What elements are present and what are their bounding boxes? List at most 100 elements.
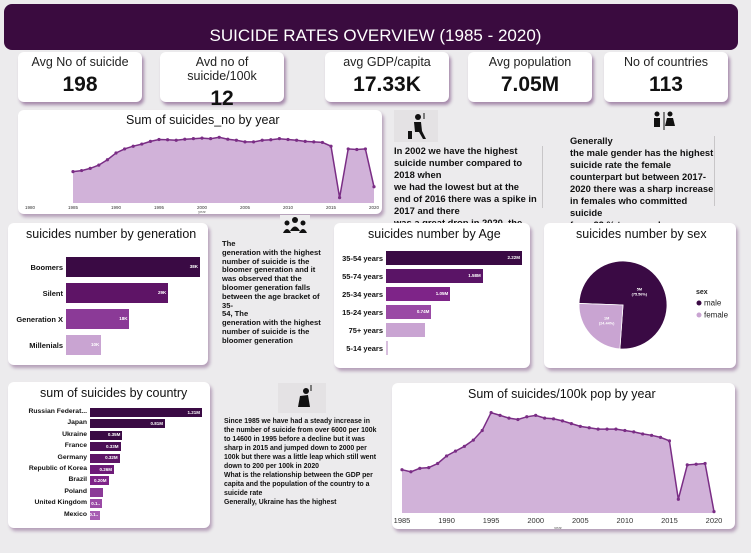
data-point [480, 428, 484, 433]
suicides-by-country-card[interactable]: sum of suicides by country Russian Feder… [8, 382, 210, 528]
category-label: 25-34 years [342, 289, 383, 299]
suicides-100k-by-year-card[interactable]: Sum of suicides/100k pop by year 1985 199… [392, 383, 735, 529]
data-label: 1.05M [435, 291, 449, 296]
data-point [80, 168, 84, 173]
kpi-value: 113 [649, 73, 683, 96]
chart-title: suicides number by generation [26, 227, 197, 241]
data-point [209, 137, 213, 141]
people-group-icon [280, 215, 310, 237]
generation-bar-chart[interactable]: Boomers 38K Silent 29K Generation X 18K Millen… [8, 223, 208, 365]
category-label: Poland [64, 487, 87, 495]
x-tick-label: 2010 [617, 516, 634, 525]
data-point [200, 136, 204, 140]
bar[interactable] [386, 287, 451, 301]
kpi-label: Avg population [488, 55, 572, 69]
bar[interactable] [90, 476, 109, 486]
slice-label: (75.56%) [632, 292, 648, 296]
x-tick-label: 1980 [25, 205, 36, 210]
kpi-label: avg GDP/capita [343, 55, 431, 69]
data-point [525, 415, 529, 419]
category-label: Ukraine [62, 430, 87, 438]
country-bar-chart[interactable]: Russian Federat... 1.21M Japan 0.81M Ukraine… [8, 382, 210, 528]
data-point [97, 163, 101, 167]
category-label: Boomers [30, 262, 63, 272]
data-point [489, 411, 493, 415]
suicides-by-generation-card[interactable]: suicides number by generation Boomers 38K… [8, 223, 208, 365]
data-label: 1.21M [187, 409, 200, 415]
category-label: France [64, 442, 87, 450]
bar[interactable] [90, 465, 115, 474]
data-label: 0.26M [99, 466, 113, 472]
data-point [123, 147, 127, 151]
bar[interactable] [66, 257, 200, 277]
data-point [560, 419, 565, 423]
data-point [226, 137, 230, 141]
bar[interactable] [90, 430, 123, 440]
data-label: 0.20M [93, 477, 107, 483]
suicides-by-sex-card[interactable]: suicides number by sex 5M (75.56%) 1M (24.4… [544, 223, 736, 368]
category-label: Millenials [29, 340, 63, 350]
data-point [543, 416, 547, 420]
bar[interactable] [90, 442, 121, 452]
x-tick-label: 1995 [483, 516, 500, 525]
bar[interactable] [90, 510, 101, 520]
suicides-by-year-card[interactable]: Sum of suicides_no by year 1980 1985 1990 1… [18, 110, 382, 214]
area-fill [73, 137, 374, 203]
data-label: 2.22M [507, 255, 520, 260]
bar[interactable] [386, 251, 522, 265]
suicides-100k-by-year-chart[interactable]: 1985 1990 1995 2000 2005 2010 2015 2020 year [392, 383, 735, 529]
kpi-value: 198 [62, 73, 98, 96]
kpi-value: 12 [210, 87, 234, 110]
data-point [105, 158, 109, 162]
x-tick-label: 1990 [438, 516, 455, 525]
data-point [286, 137, 290, 142]
bar[interactable] [90, 419, 165, 429]
x-tick-label: 2015 [661, 516, 678, 525]
data-point [183, 137, 187, 141]
data-point [623, 428, 627, 433]
legend-label: female [704, 311, 729, 320]
suicides-by-age-card[interactable]: suicides number by Age 35-54 years 2.22M 5… [334, 223, 530, 368]
legend-swatch-female [696, 312, 702, 318]
bar[interactable] [386, 323, 425, 337]
slice-label: (24.44%) [599, 322, 615, 326]
data-label: 38K [189, 264, 198, 269]
person-sitting-icon [394, 110, 438, 142]
x-tick-label: 1985 [394, 516, 411, 525]
bar[interactable] [386, 305, 432, 319]
kpi-value: 17.33K [353, 73, 421, 96]
x-tick-label: 2005 [572, 516, 589, 525]
data-label: 0.1.. [89, 512, 99, 518]
data-point [534, 413, 538, 417]
age-bar-chart[interactable]: 35-54 years 2.22M 55-74 years 1.58M 25-34 ye… [334, 223, 530, 368]
chart-title: Sum of suicides/100k pop by year [468, 387, 656, 401]
data-point [605, 427, 609, 431]
category-label: Russian Federat... [28, 408, 87, 415]
data-point [71, 170, 75, 174]
category-label: Japan [67, 419, 87, 427]
bar[interactable] [90, 408, 202, 417]
bar[interactable] [90, 487, 103, 497]
bar[interactable] [66, 283, 169, 303]
bar[interactable] [90, 453, 120, 463]
kpi-label: Avg No of suicide [31, 55, 129, 69]
bar[interactable] [66, 335, 102, 355]
data-point [507, 416, 511, 420]
bar[interactable] [66, 309, 130, 329]
data-point [295, 138, 299, 142]
suicides-by-year-chart[interactable]: 1980 1985 1990 1995 2000 2005 2010 2015 2020 year [18, 110, 382, 214]
bar[interactable] [90, 499, 103, 509]
data-point [243, 140, 247, 144]
x-tick-label: 2000 [527, 516, 544, 525]
bar[interactable] [386, 269, 483, 283]
data-point [676, 497, 680, 501]
x-axis-label: year [198, 209, 206, 214]
male-female-icon [648, 110, 680, 132]
data-point [157, 137, 161, 142]
data-point [462, 444, 466, 448]
page-title: SUICIDE RATES OVERVIEW (1985 - 2020) [209, 26, 542, 45]
data-point [471, 438, 475, 442]
bar[interactable] [386, 341, 388, 355]
sex-pie-chart[interactable]: 5M(75.56%) 1M(24.44%) sex male female [544, 223, 736, 368]
data-point [217, 135, 221, 139]
